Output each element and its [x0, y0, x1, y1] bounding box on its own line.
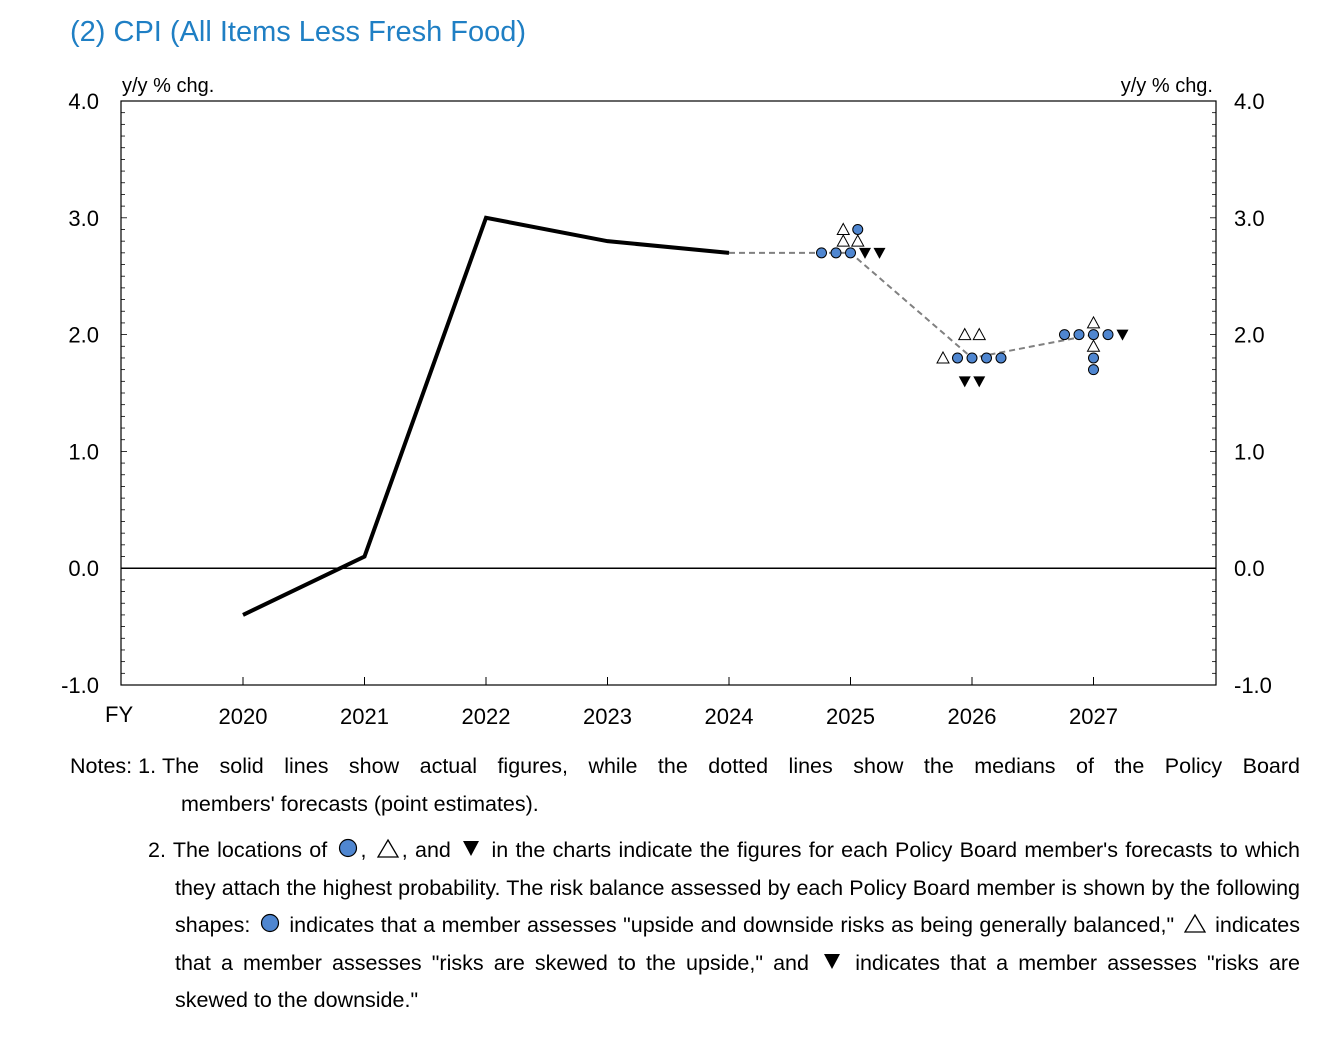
y-tick-label-right: 0.0 [1234, 556, 1265, 581]
balanced-marker [1088, 364, 1099, 376]
notes: Notes: 1. The solid lines show actual fi… [70, 748, 1300, 1020]
note-2-text-f: indicates that a member assesses "risks … [175, 913, 1300, 975]
balanced-marker [1088, 329, 1099, 341]
y-tick-label-left: 4.0 [68, 89, 99, 114]
plot-border [120, 100, 1217, 686]
y-unit-left: y/y % chg. [122, 75, 214, 97]
balanced-circle-icon [260, 913, 279, 933]
median-forecast-line [729, 251, 1094, 360]
upside-marker [1086, 339, 1101, 352]
balanced-marker [995, 352, 1007, 364]
y-tick-label-right: 3.0 [1234, 206, 1265, 231]
note-2-text-e: indicates that a member assesses "upside… [289, 913, 1175, 937]
y-unit-right: y/y % chg. [1121, 75, 1213, 97]
balanced-marker [1073, 329, 1085, 341]
balanced-marker [952, 352, 963, 364]
upside-marker [972, 327, 987, 341]
x-tick-label: 2027 [1069, 704, 1118, 729]
y-tick-label-left: 0.0 [68, 556, 99, 581]
y-tick-label-left: 1.0 [68, 439, 99, 464]
note-1: Notes: 1. The solid lines show actual fi… [70, 748, 1300, 786]
x-tick-label: 2021 [340, 704, 389, 729]
downside-marker [1116, 329, 1129, 341]
plot-frame [120, 100, 1217, 686]
note-2-text-c: , and [401, 838, 451, 862]
balanced-marker [830, 247, 842, 259]
x-axis-label: FY [105, 702, 133, 727]
downside-marker [958, 376, 971, 388]
y-tick-label-right: 4.0 [1234, 89, 1265, 114]
downside-marker [973, 376, 986, 388]
balanced-marker [1102, 329, 1114, 341]
x-tick-label: 2020 [219, 704, 268, 729]
minor-ticks [121, 100, 1216, 686]
y-tick-label-right: 1.0 [1234, 439, 1265, 464]
x-axis-labels: 2020 2021 2022 2023 2024 2025 2026 2027 [219, 704, 1118, 729]
y-axis-labels: 4.0 4.0 3.0 3.0 2.0 2.0 1.0 1.0 0.0 0.0 -1.0 -1.0 [61, 89, 1272, 698]
balanced-marker [981, 352, 992, 364]
balanced-marker [816, 247, 827, 259]
x-tick-label: 2025 [826, 704, 875, 729]
x-tick-label: 2024 [705, 704, 754, 729]
series-layer [242, 215, 1094, 617]
upside-marker [936, 350, 950, 364]
downside-triangle-icon [463, 841, 480, 856]
note-2-text-b: , [360, 838, 367, 862]
note-1-line-2: members' forecasts (point estimates). [181, 791, 539, 816]
note-2: 2. The locations of , , and in the chart… [148, 832, 1300, 1020]
balanced-marker [852, 223, 864, 235]
y-tick-label-left: 3.0 [68, 206, 99, 231]
chart-title: (2) CPI (All Items Less Fresh Food) [70, 16, 527, 48]
upside-triangle-icon [1183, 913, 1206, 933]
upside-triangle-icon [376, 838, 399, 858]
downside-marker [859, 247, 871, 259]
actual-line [242, 215, 730, 617]
upside-marker [836, 234, 851, 247]
balanced-marker [1088, 352, 1099, 364]
note-2-number: 2. [148, 838, 173, 862]
upside-marker [957, 327, 972, 341]
x-tick-label: 2023 [583, 704, 632, 729]
upside-marker [850, 234, 865, 247]
balanced-marker [966, 352, 978, 364]
upside-marker [1086, 315, 1101, 329]
balanced-marker [845, 247, 856, 259]
downside-triangle-icon [824, 953, 841, 969]
note-2-text-d: in the charts indicate the figures for e… [175, 838, 1300, 937]
y-tick-label-right: -1.0 [1234, 673, 1272, 698]
note-1-line-1: The solid lines show actual figures, whi… [162, 754, 1300, 778]
member-markers [816, 222, 1129, 388]
x-tick-label: 2026 [948, 704, 997, 729]
y-tick-label-right: 2.0 [1234, 323, 1265, 348]
note-2-text-g: indicates that a member assesses "risks … [175, 950, 1300, 1013]
x-tick-label: 2022 [462, 704, 511, 729]
balanced-marker [1059, 329, 1070, 341]
y-tick-label-left: -1.0 [61, 673, 99, 698]
upside-marker [836, 222, 851, 235]
downside-marker [873, 247, 886, 259]
balanced-circle-icon [338, 838, 357, 858]
note-1-label: Notes: 1. [70, 754, 163, 778]
y-tick-label-left: 2.0 [68, 323, 99, 348]
note-2-text-a: The locations of [172, 838, 328, 862]
chart: 4.0 4.0 3.0 3.0 2.0 2.0 1.0 1.0 0.0 0.0 -1.0 -1.0 2… [61, 75, 1272, 729]
